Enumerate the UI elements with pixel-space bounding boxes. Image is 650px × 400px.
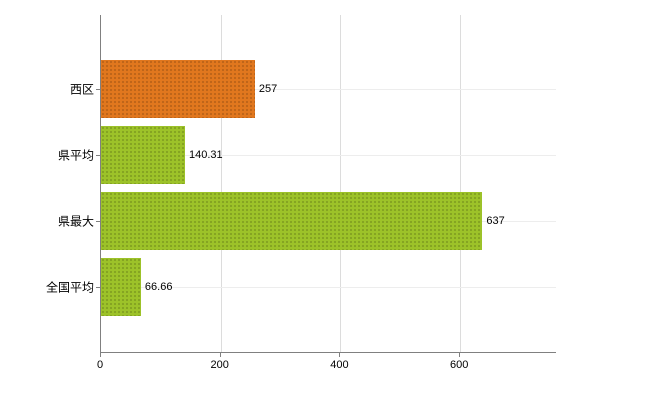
y-axis-tick [96, 221, 100, 222]
grid-line-horizontal [101, 89, 556, 90]
bar[interactable] [101, 126, 185, 184]
bar[interactable] [101, 60, 255, 118]
y-axis-tick [96, 155, 100, 156]
x-axis-tick [100, 353, 101, 357]
bar[interactable] [101, 258, 141, 316]
x-tick-label: 0 [96, 359, 104, 371]
y-axis-tick [96, 89, 100, 90]
x-axis-tick [219, 353, 221, 357]
plot-area: 257 140.31 637 66.66 [100, 15, 556, 353]
category-label: 県最大 [57, 214, 94, 229]
category-label: 西区 [69, 82, 94, 97]
grid-line-horizontal [101, 155, 556, 156]
bar[interactable] [101, 192, 483, 250]
y-axis-tick [96, 287, 100, 288]
x-tick-label: 600 [450, 359, 469, 371]
x-axis-tick [459, 353, 461, 357]
bar-value-label: 257 [258, 83, 278, 95]
category-label: 県平均 [57, 148, 94, 163]
x-tick-label: 200 [210, 359, 229, 371]
x-tick-label: 400 [330, 359, 349, 371]
grid-line-vertical [460, 15, 462, 352]
grid-line-vertical [220, 15, 222, 352]
bar-value-label: 66.66 [144, 281, 173, 293]
x-axis-tick [339, 353, 341, 357]
bar-value-label: 637 [486, 215, 505, 227]
bar-value-label: 140.31 [189, 149, 223, 161]
grid-line-vertical [340, 15, 342, 352]
category-label: 全国平均 [45, 280, 94, 295]
grid-line-horizontal [101, 287, 556, 288]
